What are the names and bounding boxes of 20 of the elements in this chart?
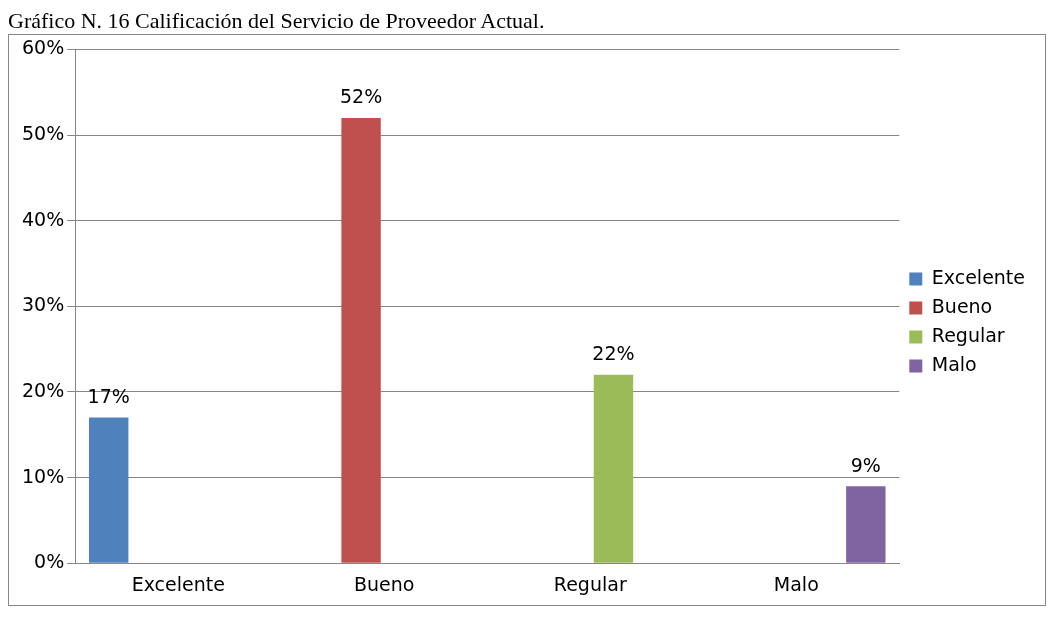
x-tick-label: Excelente [131, 572, 225, 595]
y-tick-label: 60% [22, 36, 65, 59]
data-label: 17% [87, 385, 130, 408]
x-tick-label: Malo [773, 572, 819, 595]
data-label: 22% [592, 342, 635, 365]
data-label: 9% [850, 453, 881, 476]
legend-label: Regular [931, 323, 1005, 346]
legend-label: Bueno [931, 294, 993, 317]
x-tick-label: Bueno [354, 572, 415, 595]
legend-label: Excelente [931, 265, 1025, 288]
y-tick-label: 30% [22, 293, 65, 316]
chart-title: Gráfico N. 16 Calificación del Servicio de Proveedor Actual. [8, 8, 546, 34]
x-tick-label: Regular [553, 572, 627, 595]
y-tick-label: 0% [34, 550, 65, 573]
legend-label: Malo [931, 352, 977, 375]
data-label: 52% [339, 85, 383, 108]
y-tick-label: 20% [22, 378, 65, 401]
y-tick-label: 10% [22, 464, 65, 487]
y-tick-label: 40% [22, 207, 65, 230]
y-tick-label: 50% [22, 121, 65, 144]
